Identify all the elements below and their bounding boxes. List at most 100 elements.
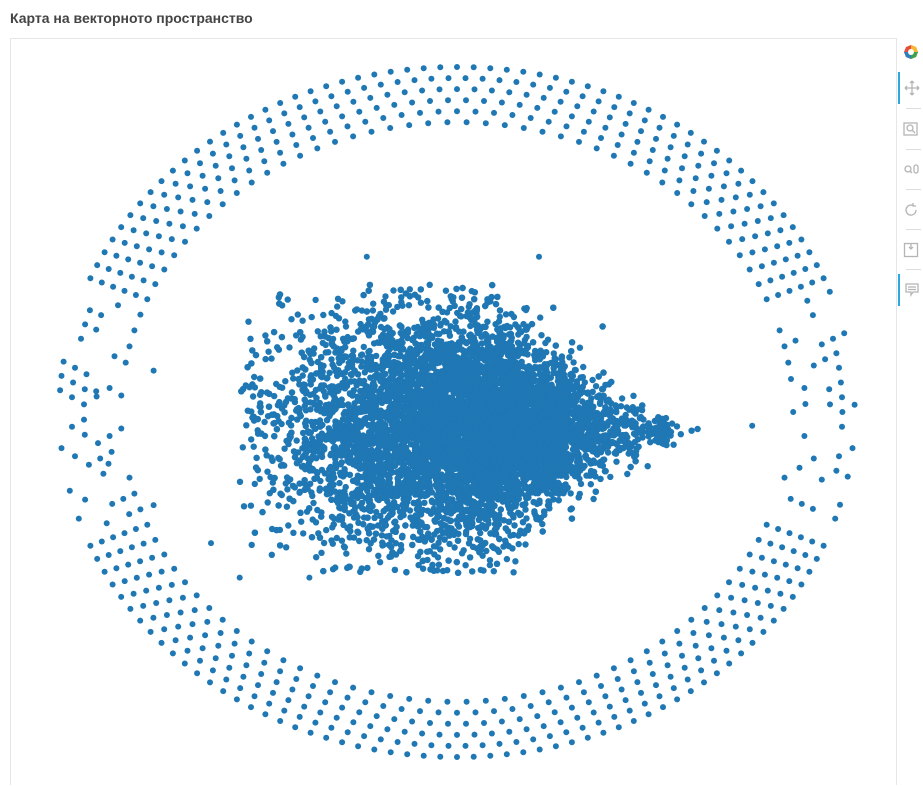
scatter-plot[interactable] xyxy=(11,39,898,786)
scatter-point xyxy=(406,507,414,514)
scatter-point xyxy=(579,724,586,731)
scatter-point xyxy=(585,699,592,706)
scatter-point xyxy=(172,180,179,187)
scatter-point xyxy=(177,609,184,616)
plot-area[interactable] xyxy=(10,38,897,785)
scatter-point xyxy=(95,440,101,447)
scatter-point xyxy=(355,519,362,526)
scatter-point xyxy=(718,621,725,628)
scatter-point xyxy=(836,364,842,371)
scatter-point xyxy=(169,167,176,174)
scatter-point xyxy=(248,704,254,711)
scatter-point xyxy=(818,341,825,348)
scatter-point xyxy=(690,630,697,636)
scatter-point xyxy=(373,104,380,111)
scatter-point xyxy=(105,266,112,272)
scatter-point xyxy=(470,64,477,71)
scatter-point xyxy=(268,551,275,558)
scatter-point xyxy=(130,590,137,597)
scatter-point xyxy=(674,190,681,196)
scatter-point xyxy=(384,91,391,98)
scatter-point xyxy=(471,731,478,738)
scatter-point xyxy=(735,637,742,644)
scatter-point xyxy=(258,671,265,677)
scatter-point xyxy=(149,263,156,270)
scatter-point xyxy=(158,568,165,575)
scatter-point xyxy=(787,495,794,502)
scatter-point xyxy=(132,292,139,298)
scatter-point xyxy=(333,534,340,542)
scatter-point xyxy=(545,118,552,125)
scatter-point xyxy=(611,104,618,111)
scatter-point xyxy=(328,724,335,731)
scatter-point xyxy=(217,188,224,194)
scatter-point xyxy=(401,728,408,735)
scatter-point xyxy=(297,152,304,159)
scatter-point xyxy=(271,392,278,400)
scatter-point xyxy=(600,729,607,736)
scatter-point xyxy=(676,640,683,647)
scatter-point xyxy=(501,695,508,702)
scatter-point xyxy=(143,587,150,594)
chart-title: Карта на векторното пространство xyxy=(10,10,253,26)
scatter-point xyxy=(451,544,458,551)
scatter-point xyxy=(436,86,443,93)
scatter-point xyxy=(585,118,592,125)
scatter-point xyxy=(161,266,168,273)
scatter-point xyxy=(322,699,329,706)
scatter-point xyxy=(540,94,547,101)
scatter-point xyxy=(627,657,634,664)
scatter-point xyxy=(713,670,720,677)
scatter-point xyxy=(339,739,346,746)
scatter-point xyxy=(281,110,288,117)
scatter-point xyxy=(166,220,173,227)
scatter-point xyxy=(688,201,695,208)
scatter-point xyxy=(137,200,144,207)
scatter-point xyxy=(536,746,543,753)
scatter-point xyxy=(760,628,767,635)
scatter-point xyxy=(790,548,797,555)
scatter-point xyxy=(615,724,622,731)
scatter-point xyxy=(283,544,290,551)
scatter-point xyxy=(281,445,288,452)
scatter-point xyxy=(212,162,219,169)
scatter-point xyxy=(94,262,101,269)
scatter-point xyxy=(58,372,65,379)
scatter-point xyxy=(177,208,184,215)
scatter-point xyxy=(720,183,727,190)
scatter-point xyxy=(463,119,470,126)
scatter-point xyxy=(193,225,200,232)
scatter-point xyxy=(152,281,159,288)
scatter-point xyxy=(427,720,433,726)
scatter-point xyxy=(368,689,375,696)
scatter-point xyxy=(158,178,165,185)
scatter-point xyxy=(670,685,677,692)
scatter-point xyxy=(744,206,751,212)
scatter-point xyxy=(568,704,575,711)
scatter-point xyxy=(849,445,856,452)
scatter-point xyxy=(237,132,244,139)
scatter-point xyxy=(758,554,765,561)
scatter-point xyxy=(380,115,387,121)
scatter-point xyxy=(746,551,753,558)
scatter-point xyxy=(121,287,128,294)
scatter-point xyxy=(509,112,516,118)
scatter-point xyxy=(777,227,784,234)
scatter-point xyxy=(411,740,418,747)
scatter-point xyxy=(248,638,255,645)
scatter-point xyxy=(767,602,774,609)
scatter-point xyxy=(317,709,324,716)
scatter-point xyxy=(118,224,125,231)
scatter-point xyxy=(833,467,840,474)
scatter-point xyxy=(687,688,694,695)
scatter-point xyxy=(563,729,570,736)
scatter-point xyxy=(307,729,314,736)
scatter-point xyxy=(786,239,793,246)
scatter-point xyxy=(338,537,346,544)
scatter-point xyxy=(726,579,732,586)
scatter-point xyxy=(371,71,378,78)
scatter-point xyxy=(94,555,101,562)
scatter-point xyxy=(513,79,520,85)
scatter-point xyxy=(634,138,641,145)
scatter-point xyxy=(827,401,833,408)
